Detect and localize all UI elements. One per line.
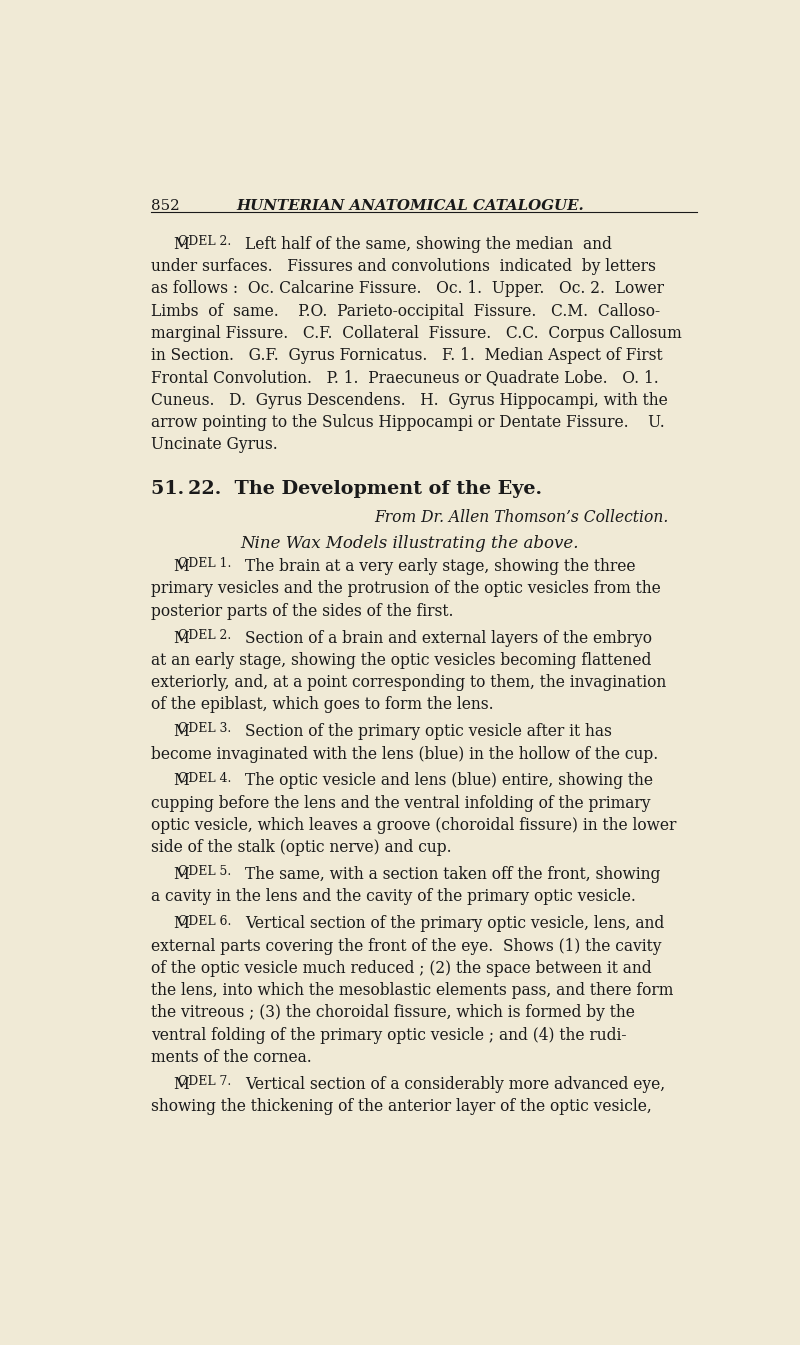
Text: ODEL 5.: ODEL 5. <box>178 865 231 878</box>
Text: in Section.   G.F.  Gyrus Fornicatus.   F. 1.  Median Aspect of First: in Section. G.F. Gyrus Fornicatus. F. 1.… <box>151 347 663 364</box>
Text: external parts covering the front of the eye.  Shows (1) the cavity: external parts covering the front of the… <box>151 937 662 955</box>
Text: ODEL 7.: ODEL 7. <box>178 1075 231 1088</box>
Text: primary vesicles and the protrusion of the optic vesicles from the: primary vesicles and the protrusion of t… <box>151 580 662 597</box>
Text: From Dr. Allen Thomson’s Collection.: From Dr. Allen Thomson’s Collection. <box>374 510 669 526</box>
Text: 852: 852 <box>151 199 180 214</box>
Text: a cavity in the lens and the cavity of the primary optic vesicle.: a cavity in the lens and the cavity of t… <box>151 889 636 905</box>
Text: Vertical section of a considerably more advanced eye,: Vertical section of a considerably more … <box>245 1076 666 1093</box>
Text: HUNTERIAN ANATOMICAL CATALOGUE.: HUNTERIAN ANATOMICAL CATALOGUE. <box>236 199 584 214</box>
Text: ODEL 3.: ODEL 3. <box>178 722 231 736</box>
Text: the vitreous ; (3) the choroidal fissure, which is formed by the: the vitreous ; (3) the choroidal fissure… <box>151 1005 635 1021</box>
Text: ODEL 6.: ODEL 6. <box>178 915 231 928</box>
Text: ODEL 2.: ODEL 2. <box>178 628 231 642</box>
Text: M: M <box>173 866 189 884</box>
Text: M: M <box>173 772 189 790</box>
Text: marginal Fissure.   C.F.  Collateral  Fissure.   C.C.  Corpus Callosum: marginal Fissure. C.F. Collateral Fissur… <box>151 325 682 342</box>
Text: M: M <box>173 916 189 932</box>
Text: M: M <box>173 1076 189 1093</box>
Text: Nine Wax Models illustrating the above.: Nine Wax Models illustrating the above. <box>241 535 579 553</box>
Text: ments of the cornea.: ments of the cornea. <box>151 1049 312 1067</box>
Text: exteriorly, and, at a point corresponding to them, the invagination: exteriorly, and, at a point correspondin… <box>151 674 666 691</box>
Text: Section of the primary optic vesicle after it has: Section of the primary optic vesicle aft… <box>245 724 612 740</box>
Text: ODEL 1.: ODEL 1. <box>178 557 231 570</box>
Text: become invaginated with the lens (blue) in the hollow of the cup.: become invaginated with the lens (blue) … <box>151 745 658 763</box>
Text: The optic vesicle and lens (blue) entire, showing the: The optic vesicle and lens (blue) entire… <box>245 772 653 790</box>
Text: the lens, into which the mesoblastic elements pass, and there form: the lens, into which the mesoblastic ele… <box>151 982 674 999</box>
Text: showing the thickening of the anterior layer of the optic vesicle,: showing the thickening of the anterior l… <box>151 1098 652 1115</box>
Text: cupping before the lens and the ventral infolding of the primary: cupping before the lens and the ventral … <box>151 795 651 811</box>
Text: 51. 22.  The Development of the Eye.: 51. 22. The Development of the Eye. <box>151 480 542 499</box>
Text: arrow pointing to the Sulcus Hippocampi or Dentate Fissure.    U.: arrow pointing to the Sulcus Hippocampi … <box>151 414 666 432</box>
Text: Uncinate Gyrus.: Uncinate Gyrus. <box>151 436 278 453</box>
Text: side of the stalk (optic nerve) and cup.: side of the stalk (optic nerve) and cup. <box>151 839 452 857</box>
Text: ODEL 4.: ODEL 4. <box>178 772 231 784</box>
Text: under surfaces.   Fissures and convolutions  indicated  by letters: under surfaces. Fissures and convolution… <box>151 258 656 276</box>
Text: of the optic vesicle much reduced ; (2) the space between it and: of the optic vesicle much reduced ; (2) … <box>151 960 652 976</box>
Text: at an early stage, showing the optic vesicles becoming flattened: at an early stage, showing the optic ves… <box>151 652 652 668</box>
Text: M: M <box>173 724 189 740</box>
Text: Limbs  of  same.    P.O.  Parieto-occipital  Fissure.   C.M.  Calloso-: Limbs of same. P.O. Parieto-occipital Fi… <box>151 303 661 320</box>
Text: as follows :  Oc. Calcarine Fissure.   Oc. 1.  Upper.   Oc. 2.  Lower: as follows : Oc. Calcarine Fissure. Oc. … <box>151 281 665 297</box>
Text: The same, with a section taken off the front, showing: The same, with a section taken off the f… <box>245 866 661 884</box>
Text: M: M <box>173 235 189 253</box>
Text: Frontal Convolution.   P. 1.  Praecuneus or Quadrate Lobe.   O. 1.: Frontal Convolution. P. 1. Praecuneus or… <box>151 370 659 386</box>
Text: Left half of the same, showing the median  and: Left half of the same, showing the media… <box>245 235 612 253</box>
Text: posterior parts of the sides of the first.: posterior parts of the sides of the firs… <box>151 603 454 620</box>
Text: M: M <box>173 558 189 576</box>
Text: The brain at a very early stage, showing the three: The brain at a very early stage, showing… <box>245 558 635 576</box>
Text: ODEL 2.: ODEL 2. <box>178 235 231 247</box>
Text: M: M <box>173 629 189 647</box>
Text: of the epiblast, which goes to form the lens.: of the epiblast, which goes to form the … <box>151 697 494 713</box>
Text: ventral folding of the primary optic vesicle ; and (4) the rudi-: ventral folding of the primary optic ves… <box>151 1026 627 1044</box>
Text: Vertical section of the primary optic vesicle, lens, and: Vertical section of the primary optic ve… <box>245 916 664 932</box>
Text: Cuneus.   D.  Gyrus Descendens.   H.  Gyrus Hippocampi, with the: Cuneus. D. Gyrus Descendens. H. Gyrus Hi… <box>151 391 668 409</box>
Text: optic vesicle, which leaves a groove (choroidal fissure) in the lower: optic vesicle, which leaves a groove (ch… <box>151 816 677 834</box>
Text: Section of a brain and external layers of the embryo: Section of a brain and external layers o… <box>245 629 652 647</box>
